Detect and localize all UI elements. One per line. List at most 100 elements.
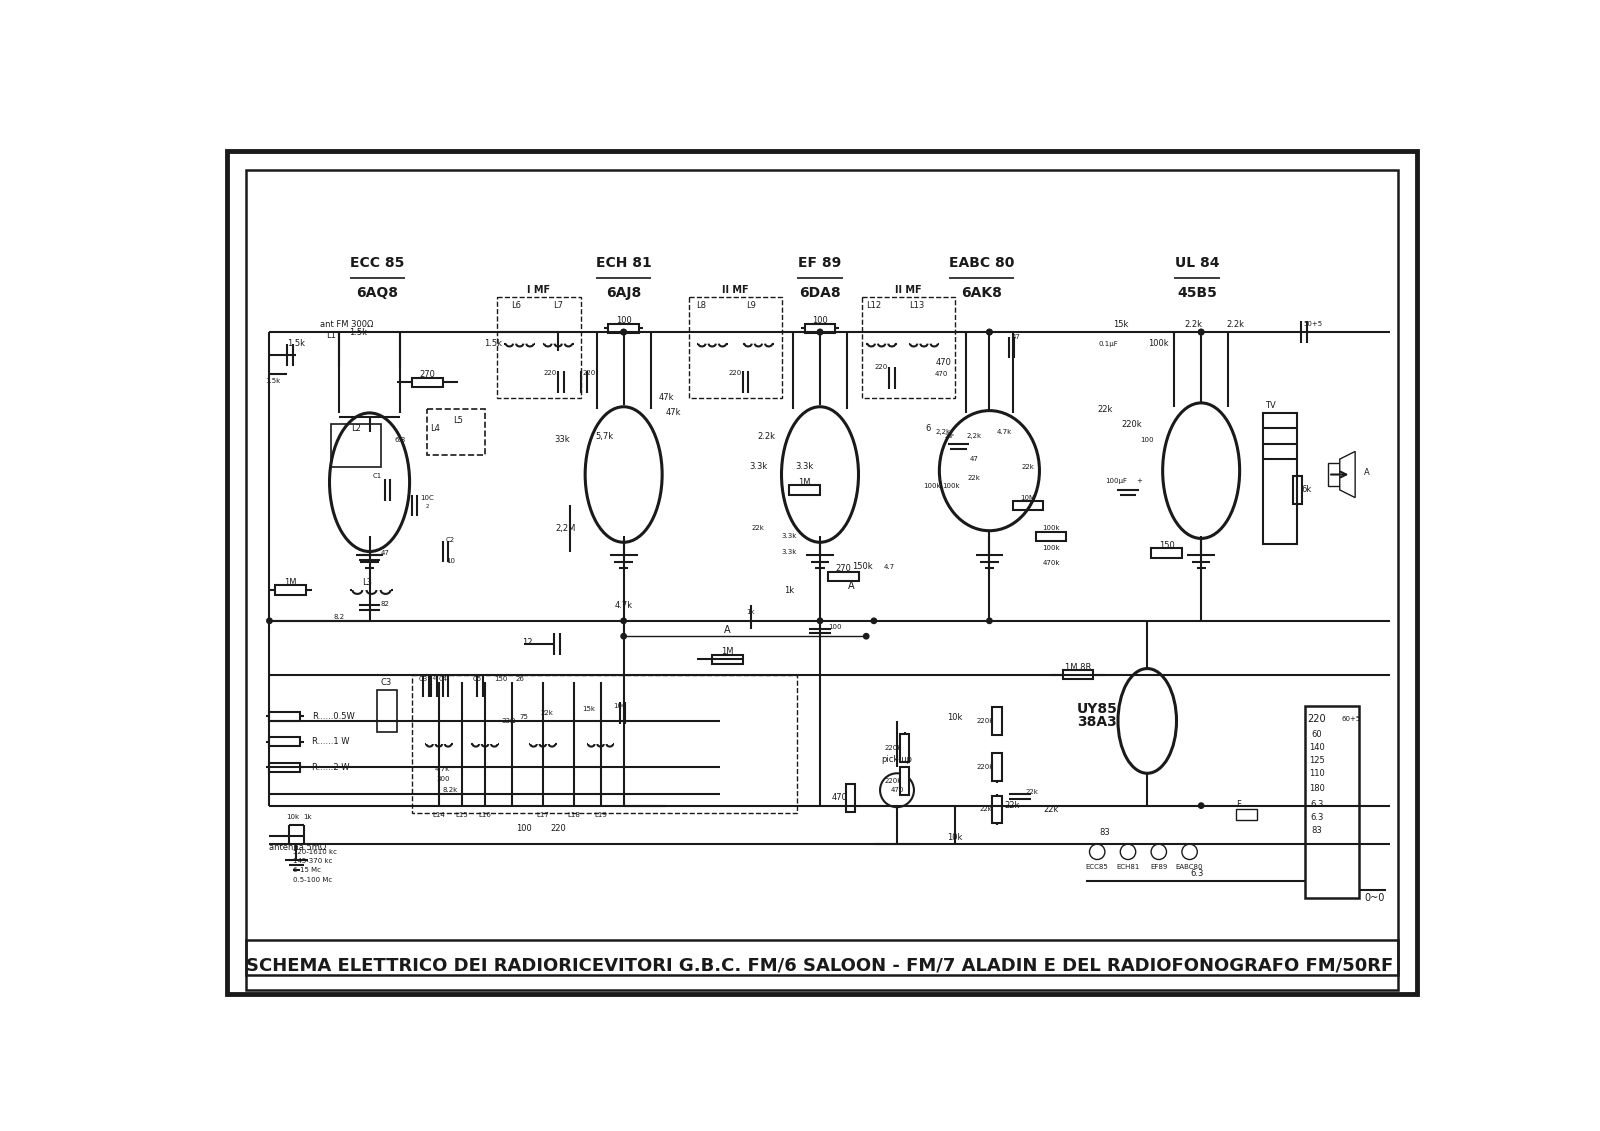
Text: C4: C4 [438, 675, 448, 682]
Text: 1.5k: 1.5k [266, 378, 282, 383]
Text: C3: C3 [419, 675, 429, 682]
Text: EF89: EF89 [1150, 864, 1168, 870]
Text: F: F [1235, 800, 1240, 809]
Text: 520-1610 kc: 520-1610 kc [293, 849, 336, 855]
Polygon shape [1339, 451, 1355, 498]
Text: 220: 220 [728, 370, 742, 375]
Text: pick-up: pick-up [882, 754, 912, 763]
Text: 150: 150 [494, 675, 507, 682]
Circle shape [621, 329, 626, 335]
Text: 220: 220 [1307, 715, 1326, 724]
Text: ECC85: ECC85 [1086, 864, 1109, 870]
Text: 22k: 22k [968, 475, 981, 482]
Text: 38A3: 38A3 [1077, 715, 1117, 728]
Circle shape [864, 633, 869, 639]
Text: 83: 83 [1312, 826, 1322, 835]
Text: L2: L2 [352, 424, 362, 433]
Text: C3: C3 [381, 677, 392, 687]
Text: 1M: 1M [283, 578, 296, 587]
Text: 4.7k: 4.7k [435, 766, 450, 771]
Text: 22k: 22k [1043, 805, 1059, 814]
Text: L17: L17 [536, 812, 549, 818]
Text: L4: L4 [430, 424, 440, 433]
Text: 2|4: 2|4 [427, 676, 437, 681]
Circle shape [872, 619, 877, 623]
Text: 15k: 15k [1112, 320, 1128, 329]
Text: L6: L6 [510, 301, 522, 310]
Text: 100k: 100k [942, 483, 960, 489]
Bar [992, 753, 1002, 782]
Text: 10k: 10k [947, 713, 963, 722]
Text: 1k: 1k [784, 586, 794, 595]
Text: 110: 110 [1309, 769, 1325, 778]
Text: 22k: 22k [752, 526, 765, 532]
Circle shape [987, 619, 992, 623]
Circle shape [1198, 329, 1203, 335]
Text: 100k: 100k [1149, 339, 1170, 348]
Bar [805, 323, 835, 333]
Text: 220: 220 [875, 364, 888, 370]
Text: 220k: 220k [978, 718, 994, 724]
Text: 470k: 470k [1042, 560, 1059, 567]
Text: 125: 125 [1309, 757, 1325, 766]
Text: 100: 100 [829, 624, 842, 630]
Text: 2: 2 [426, 504, 429, 509]
Text: 2,2k: 2,2k [936, 429, 950, 435]
Bar [275, 586, 306, 595]
Circle shape [987, 329, 992, 335]
Circle shape [818, 619, 822, 623]
Text: I MF: I MF [528, 285, 550, 295]
Text: II MF: II MF [722, 285, 749, 295]
Bar [269, 711, 301, 720]
Text: TV: TV [1266, 400, 1275, 409]
Text: 10k: 10k [286, 814, 299, 820]
Text: L9: L9 [746, 301, 755, 310]
Text: ECH 81: ECH 81 [595, 257, 651, 270]
Text: 47k: 47k [666, 408, 682, 417]
Text: SCHEMA ELETTRICO DEI RADIORICEVITORI G.B.C. FM/6 SALOON - FM/7 ALADIN E DEL RADI: SCHEMA ELETTRICO DEI RADIORICEVITORI G.B… [246, 956, 1394, 974]
Text: 15k: 15k [582, 707, 595, 713]
Text: 1M: 1M [722, 647, 734, 656]
Bar [496, 297, 581, 397]
Text: 6k: 6k [1301, 485, 1312, 494]
Text: 47: 47 [1011, 335, 1021, 340]
Text: 82: 82 [381, 601, 389, 607]
Text: 100: 100 [616, 316, 632, 325]
Text: 50+5: 50+5 [1304, 321, 1322, 327]
Text: 3.3k: 3.3k [781, 549, 797, 554]
Text: 6: 6 [925, 424, 931, 433]
Text: L14: L14 [432, 812, 445, 818]
Text: ant FM 300Ω: ant FM 300Ω [320, 320, 373, 329]
Text: L5: L5 [453, 416, 462, 425]
Text: 1M: 1M [798, 477, 811, 486]
Text: 220: 220 [550, 824, 566, 834]
Text: 2,2k: 2,2k [966, 433, 981, 439]
Bar [1293, 476, 1302, 503]
Text: antenna 5mΩ: antenna 5mΩ [269, 844, 326, 853]
Text: EF 89: EF 89 [798, 257, 842, 270]
Circle shape [621, 329, 626, 335]
Text: L3: L3 [362, 578, 373, 587]
Text: L15: L15 [456, 812, 469, 818]
Circle shape [818, 329, 822, 335]
Text: 100k: 100k [1042, 526, 1059, 532]
Bar [901, 734, 909, 762]
Text: ECH81: ECH81 [1117, 864, 1139, 870]
Text: II MF: II MF [896, 285, 922, 295]
Bar [1306, 706, 1358, 898]
Text: L12: L12 [866, 301, 882, 310]
Circle shape [267, 619, 272, 623]
Text: 6.3: 6.3 [1310, 813, 1323, 821]
Text: UL 84: UL 84 [1174, 257, 1219, 270]
Circle shape [1198, 803, 1203, 809]
Text: 100: 100 [813, 316, 827, 325]
Text: 100: 100 [515, 824, 531, 834]
Text: 22k: 22k [1026, 788, 1038, 795]
Bar [1150, 549, 1182, 558]
Text: L19: L19 [594, 812, 606, 818]
Text: 1k: 1k [746, 608, 755, 614]
Text: 6AK8: 6AK8 [962, 286, 1002, 300]
Text: 5,7k: 5,7k [595, 432, 613, 440]
Bar [411, 378, 443, 387]
Text: 180: 180 [1309, 784, 1325, 793]
